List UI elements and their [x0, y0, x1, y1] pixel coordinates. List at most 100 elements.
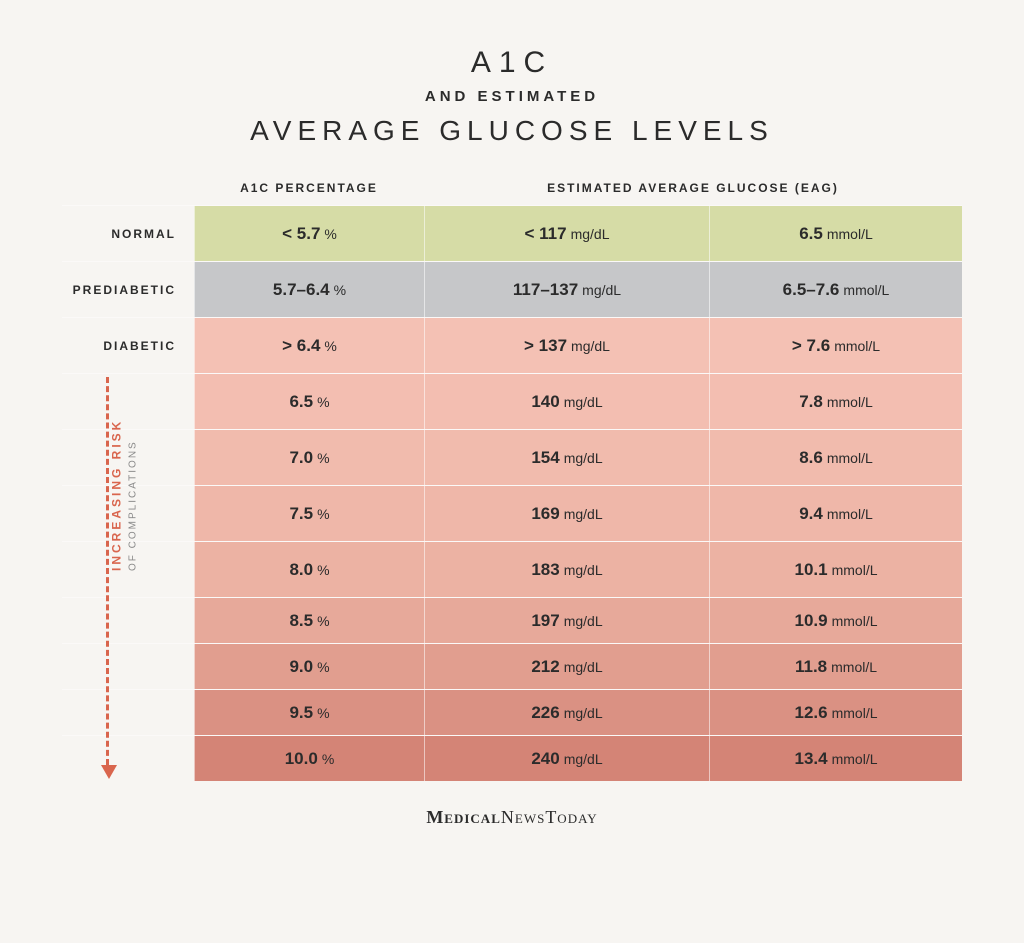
cell-value: 140: [531, 392, 559, 412]
cell-unit: %: [317, 659, 329, 675]
cell-unit: %: [322, 751, 334, 767]
row-label: [62, 690, 194, 735]
risk-label: INCREASING RISK OF COMPLICATIONS: [110, 419, 139, 571]
cell-unit: %: [317, 705, 329, 721]
cell-unit: mmol/L: [843, 282, 889, 298]
cell-unit: mg/dL: [582, 282, 621, 298]
table-cell: 9.0%: [194, 644, 424, 689]
cell-value: 7.8: [799, 392, 823, 412]
cell-unit: mmol/L: [827, 450, 873, 466]
table-cell: 6.5–7.6 mmol/L: [709, 262, 962, 317]
cell-unit: mg/dL: [564, 751, 603, 767]
table-cell: 7.5%: [194, 486, 424, 541]
cell-unit: mg/dL: [564, 613, 603, 629]
cell-unit: mg/dL: [571, 226, 610, 242]
table-cell: 9.4 mmol/L: [709, 486, 962, 541]
table-body: NORMAL< 5.7% < 117 mg/dL 6.5 mmol/L PREDIAB…: [62, 205, 962, 781]
row-label: [62, 598, 194, 643]
table-cell: 183 mg/dL: [424, 542, 709, 597]
table-cell: 169 mg/dL: [424, 486, 709, 541]
table-cell: 154 mg/dL: [424, 430, 709, 485]
col-header-a1c: A1C PERCENTAGE: [194, 181, 424, 195]
table-cell: 10.0%: [194, 736, 424, 781]
table-row: 9.5%226 mg/dL12.6 mmol/L: [62, 689, 962, 735]
cell-unit: mmol/L: [827, 506, 873, 522]
cell-unit: mg/dL: [564, 450, 603, 466]
table-cell: 117–137 mg/dL: [424, 262, 709, 317]
cell-unit: %: [317, 394, 329, 410]
cell-value: 154: [531, 448, 559, 468]
cell-value: > 6.4: [282, 336, 320, 356]
table-cell: 10.1 mmol/L: [709, 542, 962, 597]
cell-value: 183: [531, 560, 559, 580]
table-cell: > 6.4%: [194, 318, 424, 373]
table-row: 9.0%212 mg/dL11.8 mmol/L: [62, 643, 962, 689]
header: A1C AND ESTIMATED AVERAGE GLUCOSE LEVELS: [0, 0, 1024, 181]
table-row: DIABETIC> 6.4%> 137 mg/dL> 7.6 mmol/L: [62, 317, 962, 373]
cell-value: 240: [531, 749, 559, 769]
table-row: NORMAL< 5.7% < 117 mg/dL 6.5 mmol/L: [62, 205, 962, 261]
cell-unit: mmol/L: [834, 338, 880, 354]
table-cell: 10.9 mmol/L: [709, 598, 962, 643]
brand-bold: Medical: [426, 807, 501, 827]
table-cell: 11.8 mmol/L: [709, 644, 962, 689]
table-cell: 212 mg/dL: [424, 644, 709, 689]
row-label: [62, 736, 194, 781]
cell-value: 8.6: [799, 448, 823, 468]
cell-unit: mg/dL: [564, 562, 603, 578]
table-cell: 197 mg/dL: [424, 598, 709, 643]
table-cell: 9.5%: [194, 690, 424, 735]
cell-unit: %: [324, 226, 336, 242]
cell-unit: mmol/L: [827, 394, 873, 410]
row-label: NORMAL: [62, 206, 194, 261]
cell-unit: mmol/L: [832, 613, 878, 629]
cell-unit: %: [317, 562, 329, 578]
cell-value: 9.4: [799, 504, 823, 524]
table-cell: 8.6 mmol/L: [709, 430, 962, 485]
table-row: 6.5%140 mg/dL7.8 mmol/L: [62, 373, 962, 429]
cell-value: 8.0: [289, 560, 313, 580]
table-cell: 226 mg/dL: [424, 690, 709, 735]
cell-unit: mmol/L: [832, 751, 878, 767]
risk-indicator: INCREASING RISK OF COMPLICATIONS: [106, 377, 109, 765]
table-cell: 7.0%: [194, 430, 424, 485]
cell-value: 10.9: [795, 611, 828, 631]
table-cell: < 5.7%: [194, 206, 424, 261]
cell-value: 5.7–6.4: [273, 280, 330, 300]
cell-value: 10.1: [795, 560, 828, 580]
cell-unit: mg/dL: [564, 394, 603, 410]
title-line-3: AVERAGE GLUCOSE LEVELS: [0, 115, 1024, 147]
cell-value: 12.6: [795, 703, 828, 723]
cell-unit: mmol/L: [832, 705, 878, 721]
table-row: 7.5%169 mg/dL9.4 mmol/L: [62, 485, 962, 541]
cell-unit: %: [334, 282, 346, 298]
row-label: PREDIABETIC: [62, 262, 194, 317]
cell-value: 6.5: [799, 224, 823, 244]
table-row: 10.0% 240 mg/dL 13.4 mmol/L: [62, 735, 962, 781]
cell-value: 6.5–7.6: [783, 280, 840, 300]
cell-unit: %: [317, 613, 329, 629]
title-line-1: A1C: [0, 46, 1024, 80]
cell-value: 7.5: [289, 504, 313, 524]
cell-value: < 117: [525, 224, 567, 244]
table-cell: 13.4 mmol/L: [709, 736, 962, 781]
cell-unit: mmol/L: [832, 562, 878, 578]
table-row: 7.0%154 mg/dL8.6 mmol/L: [62, 429, 962, 485]
cell-value: 11.8: [795, 657, 827, 677]
table-cell: 140 mg/dL: [424, 374, 709, 429]
cell-value: 226: [531, 703, 559, 723]
table-cell: 8.5%: [194, 598, 424, 643]
risk-main: INCREASING RISK: [110, 419, 124, 571]
table-cell: 12.6 mmol/L: [709, 690, 962, 735]
risk-sub: OF COMPLICATIONS: [128, 419, 139, 571]
footer-brand: MedicalNewsToday: [0, 807, 1024, 828]
cell-value: 13.4: [795, 749, 828, 769]
cell-value: 10.0: [285, 749, 318, 769]
cell-unit: mg/dL: [564, 659, 603, 675]
cell-value: 197: [531, 611, 559, 631]
table-cell: 6.5 mmol/L: [709, 206, 962, 261]
table-wrapper: A1C PERCENTAGE ESTIMATED AVERAGE GLUCOSE…: [62, 181, 962, 781]
table-cell: > 7.6 mmol/L: [709, 318, 962, 373]
cell-value: 169: [531, 504, 559, 524]
cell-value: 7.0: [289, 448, 313, 468]
